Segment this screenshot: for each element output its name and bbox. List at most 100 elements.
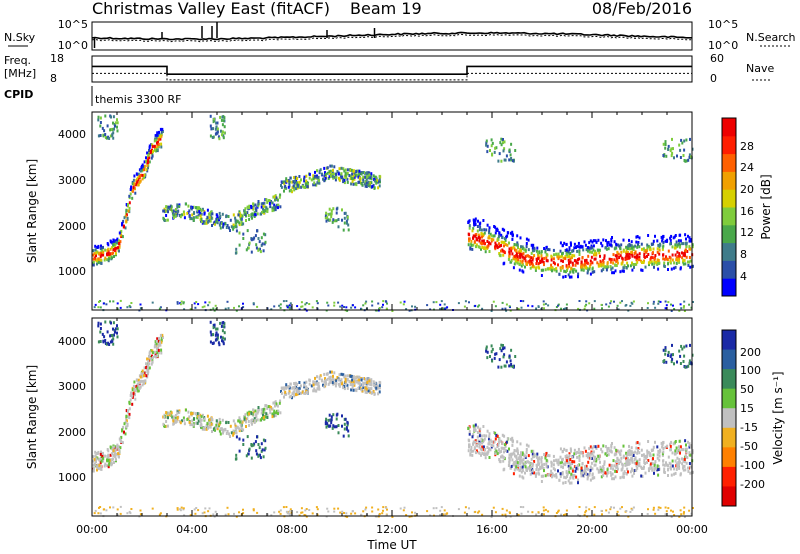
velocity-cell xyxy=(116,335,119,339)
power-cell xyxy=(588,267,591,271)
velocity-cell xyxy=(605,474,608,478)
velocity-cell xyxy=(519,455,522,459)
power-cell xyxy=(535,257,538,261)
power-cb-tick-4: 4 xyxy=(740,270,747,283)
velocity-cell xyxy=(472,440,475,444)
velocity-cell xyxy=(338,382,340,386)
power-cell xyxy=(581,256,584,259)
power-cell xyxy=(125,213,128,217)
velocity-cell xyxy=(599,465,602,469)
velocity-cell xyxy=(341,414,343,418)
power-cell xyxy=(564,257,567,261)
power-cell xyxy=(108,137,111,140)
velocity-cell xyxy=(625,510,628,512)
power-cell xyxy=(220,118,223,122)
power-cell xyxy=(500,244,503,247)
power-cell xyxy=(474,217,477,221)
velocity-cell xyxy=(688,509,691,512)
velocity-cell xyxy=(662,459,664,463)
velocity-cell xyxy=(106,455,109,458)
power-cell xyxy=(238,210,241,214)
power-cell xyxy=(371,185,374,188)
power-cell xyxy=(515,259,518,263)
velocity-cell xyxy=(574,469,577,473)
velocity-cell xyxy=(159,512,162,515)
velocity-cell xyxy=(368,390,371,394)
power-cell xyxy=(364,184,367,188)
velocity-cell xyxy=(142,371,145,375)
power-cell xyxy=(484,246,487,250)
velocity-cell xyxy=(350,388,353,392)
power-cell xyxy=(328,175,331,179)
velocity-cell xyxy=(684,365,687,369)
velocity-cell xyxy=(677,445,680,449)
velocity-cell xyxy=(137,389,140,393)
power-cell xyxy=(544,268,547,272)
power-cell xyxy=(123,224,125,228)
velocity-cell xyxy=(654,460,657,463)
velocity-cell xyxy=(673,441,676,445)
velocity-cell xyxy=(334,384,337,388)
velocity-cell xyxy=(116,324,118,328)
power-cell xyxy=(569,260,572,264)
velocity-cell xyxy=(385,506,388,509)
power-cell xyxy=(270,308,273,311)
velocity-cell xyxy=(482,440,485,444)
velocity-cell xyxy=(557,469,559,473)
velocity-cell xyxy=(356,375,359,379)
velocity-cell xyxy=(125,414,128,418)
power-cell xyxy=(482,234,485,238)
velocity-cell xyxy=(174,416,177,420)
velocity-colorbar-swatch xyxy=(722,330,736,351)
velocity-cell xyxy=(222,428,225,432)
power-cell xyxy=(190,206,193,210)
power-cell xyxy=(109,300,111,303)
velocity-cell xyxy=(346,383,349,387)
power-cell xyxy=(610,237,613,241)
power-cell xyxy=(134,191,137,195)
velocity-cell xyxy=(355,376,358,380)
velocity-cell xyxy=(172,415,175,419)
velocity-cell xyxy=(99,340,102,343)
velocity-cell xyxy=(365,387,368,391)
power-cell xyxy=(607,305,610,308)
power-cell xyxy=(234,225,237,228)
power-cell xyxy=(444,307,447,310)
power-cell xyxy=(334,178,337,182)
power-cell xyxy=(143,168,145,172)
power-cell xyxy=(293,179,296,183)
velocity-cell xyxy=(672,442,675,446)
velocity-cell xyxy=(277,409,280,413)
velocity-cell xyxy=(370,380,373,384)
velocity-cell xyxy=(172,422,175,426)
power-cell xyxy=(256,229,258,233)
power-cell xyxy=(687,260,689,264)
velocity-cell xyxy=(226,430,229,433)
power-cell xyxy=(622,266,625,270)
power-cell xyxy=(136,180,139,184)
power-cell xyxy=(295,181,298,185)
velocity-cell xyxy=(341,510,344,513)
power-cell xyxy=(641,261,643,264)
power-cell xyxy=(520,306,523,309)
power-cell xyxy=(92,260,95,264)
power-cell xyxy=(305,309,308,312)
power-cell xyxy=(652,302,655,305)
velocity-cell xyxy=(195,412,197,416)
power-cell xyxy=(628,242,631,246)
velocity-cell xyxy=(114,445,117,449)
power-cell xyxy=(662,241,665,244)
velocity-cell xyxy=(515,462,518,466)
power-cell xyxy=(257,200,260,203)
velocity-cell xyxy=(275,402,278,406)
power-cell xyxy=(605,239,607,243)
velocity-cell xyxy=(92,466,95,470)
velocity-cell xyxy=(679,354,682,358)
velocity-cell xyxy=(550,460,553,464)
power-cell xyxy=(226,300,229,303)
velocity-cell xyxy=(372,389,375,393)
power-cell xyxy=(609,260,612,264)
power-cell xyxy=(545,252,548,256)
velocity-cell xyxy=(275,411,277,415)
velocity-cell xyxy=(685,365,688,369)
